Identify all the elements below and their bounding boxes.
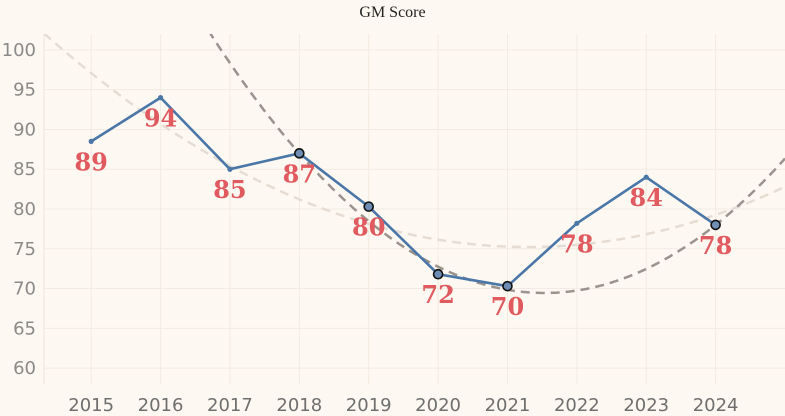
x-axis: 2015 2016 2017 2018 2019 2020 2021 2022 2023 2024 xyxy=(68,395,738,416)
data-label: 87 xyxy=(283,159,316,188)
data-point-highlighted xyxy=(363,201,375,212)
data-label: 70 xyxy=(491,292,524,321)
chart-title: GM Score xyxy=(359,4,426,21)
trendline xyxy=(209,34,785,295)
x-tick-label: 2023 xyxy=(623,395,669,416)
data-point-highlighted xyxy=(432,268,444,280)
data-point-highlighted xyxy=(294,148,305,159)
data-point xyxy=(643,174,649,180)
grid xyxy=(43,34,785,384)
data-label: 89 xyxy=(74,147,107,176)
data-label: 94 xyxy=(144,104,177,133)
x-tick-label: 2017 xyxy=(207,395,253,416)
data-point xyxy=(227,166,233,172)
y-tick-label: 80 xyxy=(13,199,36,220)
x-tick-label: 2019 xyxy=(346,395,392,416)
data-label: 78 xyxy=(699,231,732,260)
data-label: 85 xyxy=(213,175,246,204)
y-tick-label: 70 xyxy=(13,279,36,300)
data-point-highlighted xyxy=(502,280,513,292)
data-label: 72 xyxy=(421,280,454,309)
data-label: 80 xyxy=(352,213,385,242)
y-tick-label: 95 xyxy=(13,80,36,101)
x-tick-label: 2016 xyxy=(138,395,184,416)
x-tick-label: 2022 xyxy=(554,395,600,416)
data-point xyxy=(88,138,94,144)
trendlines xyxy=(44,34,785,295)
x-tick-label: 2018 xyxy=(276,395,322,416)
y-tick-label: 65 xyxy=(13,318,36,339)
y-tick-label: 90 xyxy=(13,119,36,140)
data-point-highlighted xyxy=(710,219,721,231)
y-axis: 60 65 70 75 80 85 90 95 100 xyxy=(2,40,36,379)
x-tick-label: 2021 xyxy=(485,395,531,416)
series xyxy=(88,95,721,292)
data-label: 84 xyxy=(630,183,663,212)
y-tick-label: 100 xyxy=(2,40,36,61)
series-line xyxy=(90,96,717,288)
data-label: 78 xyxy=(560,229,593,258)
x-tick-label: 2020 xyxy=(415,395,461,416)
x-tick-label: 2015 xyxy=(68,395,114,416)
x-tick-label: 2024 xyxy=(693,395,739,416)
data-point xyxy=(157,95,164,101)
y-tick-label: 85 xyxy=(13,159,36,180)
trendline xyxy=(44,34,785,249)
y-tick-label: 60 xyxy=(13,358,36,379)
data-labels: 89 94 85 87 80 72 70 78 84 78 xyxy=(74,104,732,322)
y-tick-label: 75 xyxy=(13,239,36,260)
data-point xyxy=(574,220,580,226)
